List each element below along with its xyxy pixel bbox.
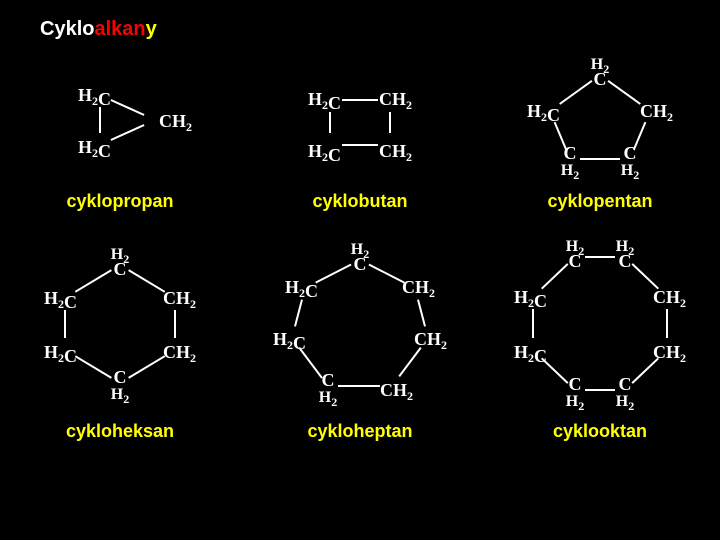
molecule-row: CH2CH2CH2CH2H2CH2CcykloheksanCH2CH2CH2CH…: [0, 235, 720, 465]
svg-text:C: C: [569, 374, 582, 394]
molecule-cyklooktan: CH2CH2CH2CH2CH2CH2H2CH2Ccyklooktan: [480, 235, 720, 465]
molecule-cykloheksan: CH2CH2CH2CH2H2CH2Ccykloheksan: [0, 235, 240, 465]
molecule-cykloheptan: CH2CH2CH2CH2CH2H2CH2Ccykloheptan: [240, 235, 480, 465]
svg-text:CH2: CH2: [163, 342, 196, 365]
molecule-name: cyklopentan: [547, 191, 652, 212]
svg-text:CH2: CH2: [653, 287, 686, 310]
svg-text:CH2: CH2: [163, 288, 196, 311]
svg-text:H2C: H2C: [273, 329, 306, 353]
svg-text:H2C: H2C: [514, 287, 547, 311]
svg-text:H2C: H2C: [514, 342, 547, 366]
title-part-cyklo: Cyklo: [40, 18, 94, 40]
structure-cykloheptan: CH2CH2CH2CH2CH2H2CH2C: [260, 235, 460, 415]
page-title: Cykloalkany: [40, 18, 157, 41]
molecule-cyklopropan: H2C CH2 H2C cyklopropan: [0, 55, 240, 235]
structure-cyklopentan: CH2CH2CH2CH2H2C: [510, 55, 690, 185]
svg-text:C: C: [564, 143, 577, 163]
structure-cyklopropan: H2C CH2 H2C: [45, 55, 195, 185]
svg-text:H2: H2: [319, 389, 337, 409]
svg-text:CH2: CH2: [380, 380, 413, 403]
structure-cykloheksan: CH2CH2CH2CH2H2CH2C: [25, 235, 215, 415]
svg-text:CH2: CH2: [379, 89, 412, 112]
molecule-name: cyklopropan: [66, 191, 173, 212]
svg-text:H2C: H2C: [78, 85, 111, 109]
title-part-an: an: [122, 18, 145, 40]
svg-text:H2C: H2C: [285, 277, 318, 301]
title-part-alk: alk: [94, 18, 122, 40]
svg-text:H2C: H2C: [44, 342, 77, 366]
svg-text:H2: H2: [616, 393, 634, 413]
molecule-name: cykloheksan: [66, 421, 174, 442]
svg-text:H2: H2: [111, 386, 129, 406]
svg-text:C: C: [619, 374, 632, 394]
svg-text:CH2: CH2: [640, 101, 673, 124]
molecule-name: cyklooktan: [553, 421, 647, 442]
svg-text:CH2: CH2: [159, 111, 192, 134]
svg-text:H2C: H2C: [308, 141, 341, 165]
svg-text:C: C: [322, 370, 335, 390]
molecule-name: cykloheptan: [307, 421, 412, 442]
svg-text:H2C: H2C: [308, 89, 341, 113]
svg-text:CH2: CH2: [653, 342, 686, 365]
svg-text:C: C: [114, 367, 127, 387]
svg-text:H2C: H2C: [527, 101, 560, 125]
molecule-cyklopentan: CH2CH2CH2CH2H2Ccyklopentan: [480, 55, 720, 235]
molecule-row: H2CCH2H2CcyklopropanH2CCH2CH2H2Ccyklobut…: [0, 55, 720, 235]
title-part-y: y: [146, 18, 157, 40]
molecule-grid: H2CCH2H2CcyklopropanH2CCH2CH2H2Ccyklobut…: [0, 55, 720, 465]
structure-cyklooktan: CH2CH2CH2CH2CH2CH2H2CH2C: [495, 235, 705, 415]
molecule-cyklobutan: H2C CH2 CH2 H2C cyklobutan: [240, 55, 480, 235]
svg-text:H2: H2: [561, 162, 579, 182]
svg-text:H2C: H2C: [78, 137, 111, 161]
structure-cyklobutan: H2C CH2 CH2 H2C: [275, 55, 445, 185]
svg-text:CH2: CH2: [402, 277, 435, 300]
svg-text:H2: H2: [566, 393, 584, 413]
svg-text:H2C: H2C: [44, 288, 77, 312]
svg-text:C: C: [624, 143, 637, 163]
molecule-name: cyklobutan: [312, 191, 407, 212]
svg-text:CH2: CH2: [379, 141, 412, 164]
svg-text:CH2: CH2: [414, 329, 447, 352]
svg-text:H2: H2: [621, 162, 639, 182]
